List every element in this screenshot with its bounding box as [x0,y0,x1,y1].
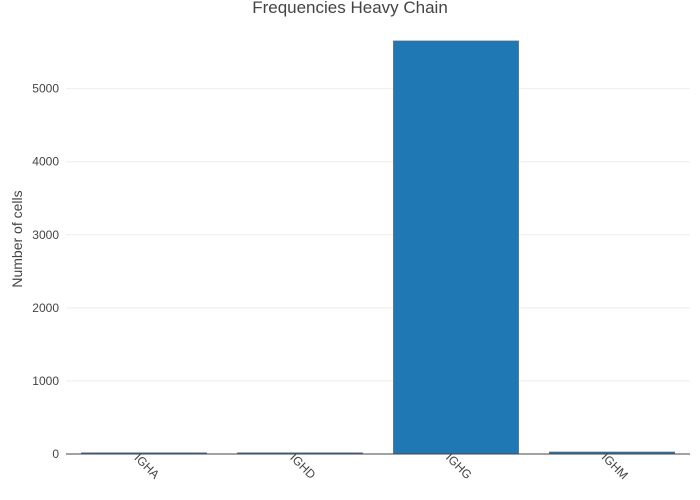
chart-title: Frequencies Heavy Chain [252,0,448,17]
gridlines [66,88,690,382]
x-tick-label-ighd: IGHD [287,451,318,482]
y-tick-label-5: 5000 [32,82,59,96]
y-tick-label-4: 4000 [32,155,59,169]
x-tick-labels: IGHA IGHD IGHG IGHM [132,450,631,482]
x-tick-label-ighg: IGHG [443,450,475,482]
y-tick-label-2: 2000 [32,301,59,315]
x-tick-label-ighm: IGHM [599,450,631,482]
bars [81,40,675,455]
y-tick-labels: 0 1000 2000 3000 4000 5000 [32,82,59,461]
y-tick-label-0: 0 [52,447,59,461]
x-tick-label-igha: IGHA [132,451,163,482]
y-tick-label-1: 1000 [32,374,59,388]
y-axis-title: Number of cells [9,190,25,287]
y-tick-label-3: 3000 [32,228,59,242]
bar-ighg [393,40,519,455]
